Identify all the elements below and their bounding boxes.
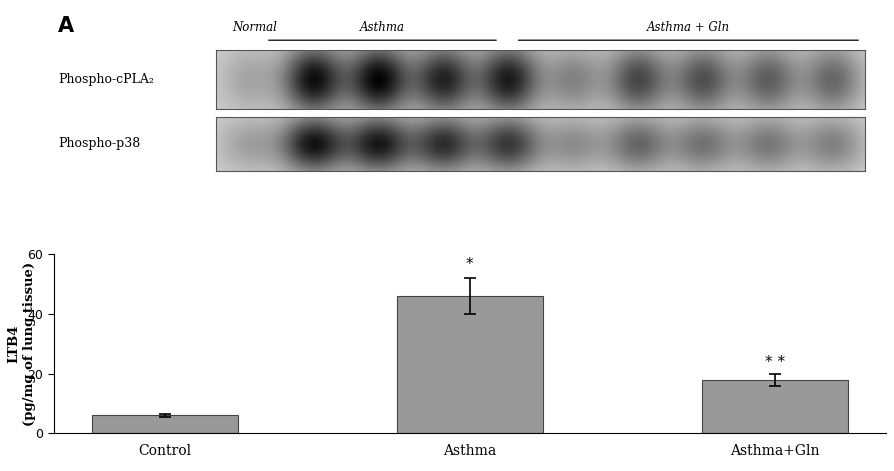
- Bar: [396, 296, 543, 433]
- Text: Normal: Normal: [232, 21, 277, 33]
- Text: Asthma: Asthma: [359, 21, 404, 33]
- Text: *: *: [466, 257, 473, 272]
- Text: * *: * *: [764, 355, 784, 370]
- Text: Phospho-cPLA₂: Phospho-cPLA₂: [58, 73, 154, 86]
- Y-axis label: LTB4
(pg/mg of lung tissue): LTB4 (pg/mg of lung tissue): [8, 261, 36, 426]
- Text: Phospho-p38: Phospho-p38: [58, 137, 140, 150]
- Bar: [91, 415, 238, 433]
- Text: Asthma + Gln: Asthma + Gln: [646, 21, 730, 33]
- Text: A: A: [58, 16, 74, 36]
- Bar: [701, 380, 848, 433]
